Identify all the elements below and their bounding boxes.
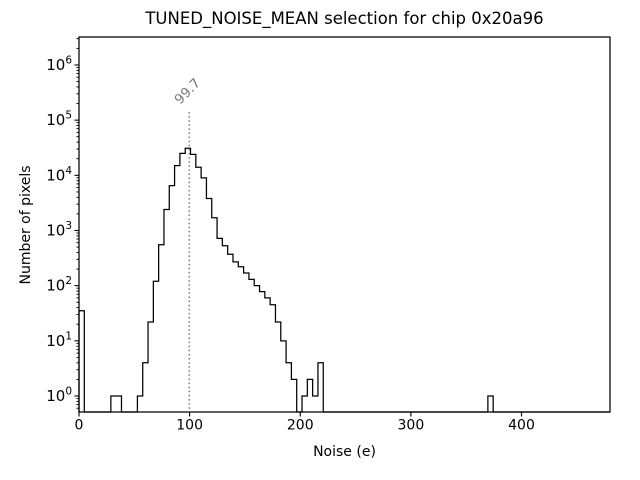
plot-border <box>78 36 611 413</box>
y-tick-label: 104 <box>46 165 72 185</box>
mean-annotation: 99.7 <box>172 75 205 108</box>
y-tick-label: 100 <box>46 386 72 406</box>
histogram-outline <box>78 147 610 413</box>
chart-title: TUNED_NOISE_MEAN selection for chip 0x20… <box>145 9 544 28</box>
y-tick-label: 101 <box>46 330 72 350</box>
y-tick-label: 106 <box>46 54 72 74</box>
y-tick-label: 102 <box>46 275 72 295</box>
x-axis-label: Noise (e) <box>313 444 376 460</box>
x-tick-label: 200 <box>287 418 314 434</box>
y-axis-label: Number of pixels <box>18 165 34 285</box>
y-tick-label: 105 <box>46 110 72 129</box>
x-tick-label: 100 <box>176 418 203 434</box>
x-tick-label: 0 <box>75 418 84 434</box>
x-tick-label: 300 <box>398 418 425 434</box>
y-tick-label: 103 <box>46 220 72 240</box>
x-tick-label: 400 <box>508 418 535 434</box>
